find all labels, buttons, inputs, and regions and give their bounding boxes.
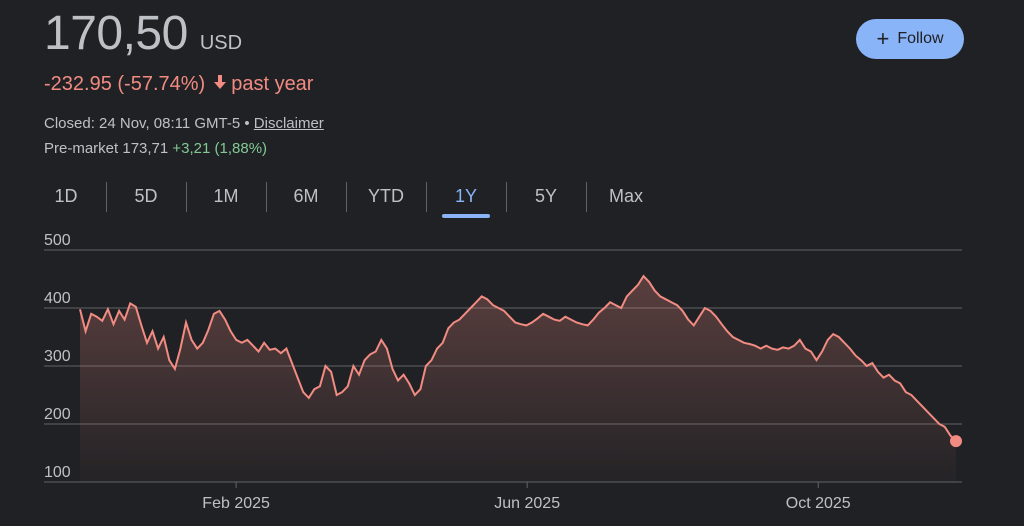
tab-5y[interactable]: 5Y — [506, 178, 586, 214]
y-tick-label: 300 — [44, 348, 71, 365]
tab-max[interactable]: Max — [586, 178, 666, 214]
tab-6m[interactable]: 6M — [266, 178, 346, 214]
disclaimer-link[interactable]: Disclaimer — [253, 115, 324, 132]
y-tick-label: 100 — [44, 464, 71, 481]
tab-1d[interactable]: 1D — [54, 186, 78, 206]
closed-info: Closed: 24 Nov, 08:11 GMT-5 • Disclaimer — [44, 115, 324, 132]
x-tick-label: Feb 2025 — [202, 495, 270, 512]
x-tick-label: Oct 2025 — [786, 495, 851, 512]
y-tick-label: 500 — [44, 232, 71, 249]
tab-1y[interactable]: 1Y — [426, 178, 506, 218]
closed-text: Closed: 24 Nov, 08:11 GMT-5 • — [44, 115, 250, 132]
price-area — [80, 276, 956, 482]
premarket-change: +3,21 (1,88%) — [172, 140, 268, 157]
premarket-label: Pre-market 173,71 — [44, 140, 169, 157]
arrow-down-icon — [213, 73, 227, 96]
tab-ytd[interactable]: YTD — [346, 178, 426, 214]
last-price-marker — [950, 435, 962, 448]
y-tick-label: 400 — [44, 290, 71, 307]
tab-5d[interactable]: 5D — [106, 178, 186, 214]
follow-label: Follow — [897, 30, 944, 47]
change-value: -232.95 (-57.74%) — [44, 73, 206, 95]
plus-icon: + — [876, 26, 890, 51]
change-period: past year — [231, 73, 314, 95]
price-header: 170,50 USD — [44, 6, 242, 61]
tab-1m[interactable]: 1M — [186, 178, 266, 214]
y-tick-label: 200 — [44, 406, 71, 423]
follow-button[interactable]: + Follow — [856, 19, 964, 59]
price-line — [79, 274, 957, 442]
price-change: -232.95 (-57.74%) past year — [44, 73, 313, 96]
x-tick-label: Jun 2025 — [494, 495, 560, 512]
currency-label: USD — [199, 32, 243, 54]
current-price: 170,50 — [44, 7, 188, 60]
price-chart[interactable]: 500 400 300 200 100 Feb 2025 Jun 2025 Oct 2025 — [0, 230, 1024, 520]
range-tabs: 1D 5D 1M 6M YTD 1Y 5Y Max — [26, 178, 666, 218]
premarket-info: Pre-market 173,71 +3,21 (1,88%) — [44, 140, 267, 157]
